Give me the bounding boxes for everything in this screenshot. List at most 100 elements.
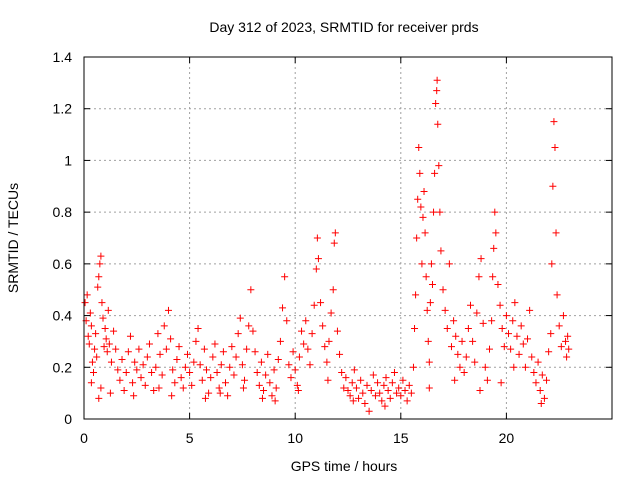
data-point <box>551 144 559 151</box>
data-point <box>425 384 433 392</box>
data-point <box>205 389 213 397</box>
data-point <box>559 312 567 320</box>
data-point <box>103 348 111 356</box>
data-point <box>352 384 360 392</box>
data-point <box>452 332 460 340</box>
data-point <box>409 363 417 371</box>
data-point <box>464 325 472 332</box>
data-point <box>258 394 266 402</box>
data-point <box>207 374 215 382</box>
data-point <box>390 368 398 376</box>
data-point <box>359 389 367 397</box>
data-point <box>427 260 435 268</box>
data-point <box>81 299 89 307</box>
data-point <box>190 358 198 366</box>
data-point <box>186 368 194 376</box>
data-point <box>270 366 278 374</box>
data-point <box>371 392 379 400</box>
y-tick-label: 1.4 <box>53 49 73 65</box>
data-point <box>454 350 462 358</box>
data-point <box>156 350 164 358</box>
data-point <box>473 309 481 317</box>
data-point <box>399 376 407 384</box>
data-points <box>81 76 573 415</box>
data-point <box>348 379 356 387</box>
data-point <box>439 286 447 294</box>
data-point <box>148 368 156 376</box>
data-point <box>141 381 149 389</box>
data-point <box>287 374 295 382</box>
data-point <box>557 343 565 351</box>
y-tick-label: 1.2 <box>53 101 73 117</box>
data-point <box>500 343 508 351</box>
data-point <box>374 379 382 387</box>
data-point <box>532 379 540 387</box>
data-point <box>298 327 306 335</box>
data-point <box>106 389 114 397</box>
data-point <box>224 392 232 400</box>
data-point <box>502 312 510 320</box>
data-point <box>241 376 249 384</box>
data-point <box>272 384 280 392</box>
data-point <box>99 314 107 322</box>
data-point <box>150 387 158 395</box>
data-point <box>122 368 130 376</box>
data-point <box>507 345 515 353</box>
data-point <box>418 260 426 268</box>
data-point <box>436 208 444 216</box>
data-point <box>260 387 268 395</box>
data-point <box>524 335 532 343</box>
data-point <box>458 337 466 345</box>
data-point <box>262 371 270 379</box>
y-tick-label: 0.2 <box>53 359 73 375</box>
data-point <box>537 399 545 407</box>
data-point <box>437 247 445 255</box>
data-point <box>519 340 527 348</box>
data-point <box>95 394 103 402</box>
data-point <box>154 330 162 338</box>
x-tick-label: 5 <box>186 430 194 446</box>
data-point <box>145 340 153 348</box>
data-point <box>419 213 427 221</box>
data-point <box>530 368 538 376</box>
data-point <box>331 229 339 237</box>
data-point <box>350 366 358 374</box>
data-point <box>466 301 474 309</box>
y-axis-label: SRMTID / TECUs <box>5 183 21 293</box>
data-point <box>102 335 110 343</box>
data-point <box>104 306 112 314</box>
x-tick-label: 20 <box>499 430 515 446</box>
data-point <box>294 387 302 395</box>
data-point <box>450 317 458 325</box>
data-point <box>491 208 499 216</box>
data-point <box>162 345 170 353</box>
data-point <box>93 353 101 361</box>
data-point <box>407 389 415 397</box>
data-point <box>313 234 321 242</box>
data-point <box>283 317 291 325</box>
x-tick-label: 10 <box>287 430 303 446</box>
data-point <box>515 350 523 358</box>
data-point <box>198 376 206 384</box>
data-point <box>526 306 534 314</box>
data-point <box>314 255 322 263</box>
data-point <box>167 335 175 343</box>
data-point <box>135 345 143 353</box>
data-point <box>483 376 491 384</box>
data-point <box>380 381 388 389</box>
data-point <box>445 260 453 268</box>
data-point <box>492 229 500 237</box>
data-point <box>357 376 365 384</box>
data-point <box>100 343 108 351</box>
data-point <box>420 187 428 195</box>
data-point <box>565 345 573 353</box>
data-point <box>196 361 204 369</box>
x-axis-label: GPS time / hours <box>291 458 398 474</box>
data-point <box>490 244 498 252</box>
data-point <box>321 343 329 351</box>
data-point <box>382 374 390 382</box>
data-point <box>266 379 274 387</box>
data-point <box>367 387 375 395</box>
data-point <box>486 345 494 353</box>
data-point <box>489 273 497 281</box>
